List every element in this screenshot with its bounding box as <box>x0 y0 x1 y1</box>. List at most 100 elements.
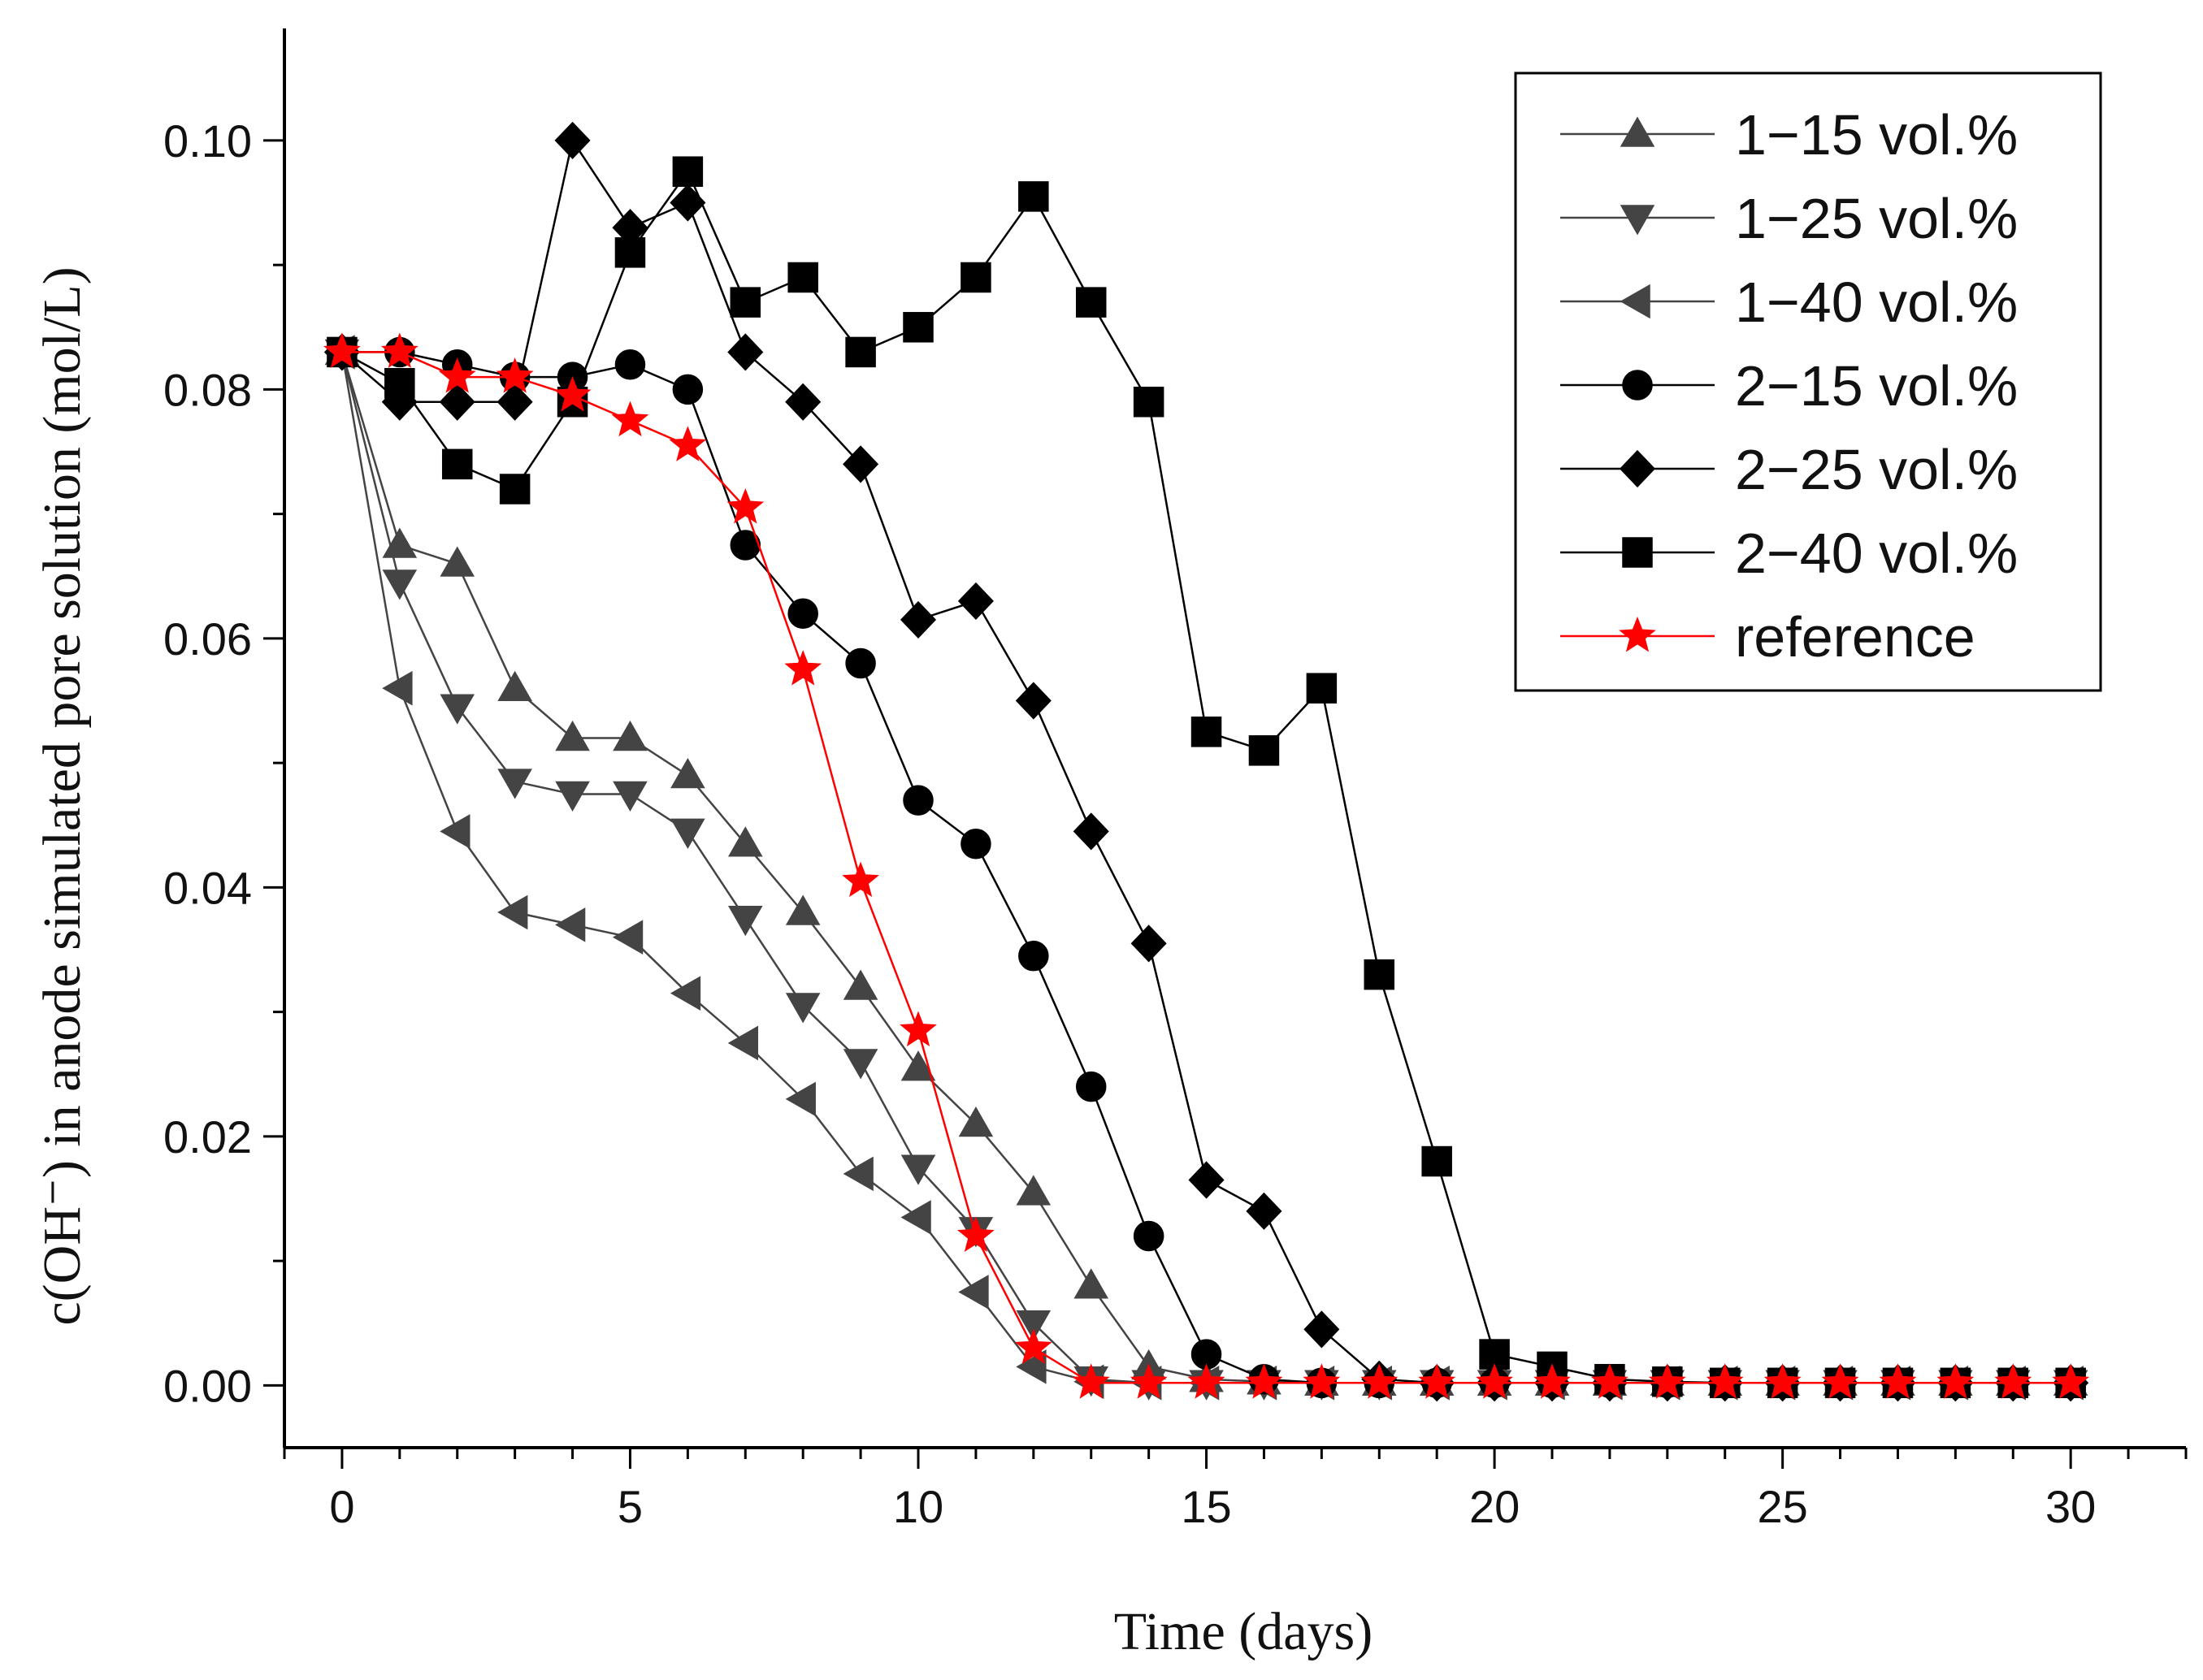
data-point <box>323 332 361 368</box>
data-point <box>1130 924 1167 963</box>
legend-marker <box>1622 370 1653 401</box>
data-point <box>611 401 649 437</box>
legend-entry: 1−15 vol.% <box>1560 103 2018 167</box>
data-point <box>440 694 475 725</box>
legend-entry: 1−25 vol.% <box>1560 187 2018 250</box>
legend-label: 2−25 vol.% <box>1735 438 2018 501</box>
data-point <box>1014 1328 1052 1364</box>
data-point <box>1994 1363 2032 1399</box>
x-tick-label: 30 <box>2045 1481 2096 1532</box>
legend-entry: 2−15 vol.% <box>1560 354 2018 418</box>
data-point <box>957 582 994 621</box>
x-tick-label: 10 <box>893 1481 943 1532</box>
x-axis-title: Time (days) <box>1114 1602 1373 1661</box>
legend-entry: reference <box>1560 605 1975 669</box>
data-point <box>497 383 533 421</box>
data-point <box>1130 1363 1168 1399</box>
axes: 0 5 10 15 20 25 30 0.00 0.02 0.04 0.06 0.08 0.10 <box>163 28 2188 1532</box>
legend-entry: 2−25 vol.% <box>1560 438 2018 501</box>
data-point <box>1303 1363 1341 1399</box>
data-point <box>555 720 590 751</box>
data-point <box>845 336 876 368</box>
data-point <box>497 769 532 799</box>
data-point <box>496 357 534 393</box>
data-point <box>843 969 878 1000</box>
data-point <box>670 184 706 222</box>
data-point <box>1306 673 1338 704</box>
data-point <box>1245 1363 1283 1399</box>
data-point <box>382 569 418 600</box>
x-tick-label: 20 <box>1469 1481 1520 1532</box>
data-point <box>499 474 531 504</box>
data-point <box>785 1081 816 1117</box>
data-point <box>1476 1363 1513 1399</box>
series-5 <box>323 121 2089 1402</box>
data-point <box>497 894 528 930</box>
data-point <box>1303 1310 1340 1349</box>
y-tick-label: 0.00 <box>163 1360 252 1411</box>
y-tick-label: 0.02 <box>163 1111 252 1163</box>
data-point <box>1133 1220 1164 1252</box>
data-point <box>438 357 476 393</box>
data-point <box>1648 1363 1686 1399</box>
data-point <box>1187 1363 1225 1399</box>
data-point <box>1821 1363 1859 1399</box>
data-point <box>1016 1175 1052 1206</box>
data-point <box>1936 1363 1975 1399</box>
data-point <box>440 546 475 577</box>
legend-box <box>1514 71 2102 692</box>
data-point <box>785 383 822 421</box>
data-point <box>726 487 765 524</box>
legend-marker <box>1620 284 1650 319</box>
data-point <box>900 1154 936 1185</box>
data-point <box>727 905 763 937</box>
data-point <box>727 333 764 371</box>
data-point <box>842 861 879 898</box>
data-point <box>1018 940 1049 972</box>
data-point <box>900 1050 936 1081</box>
data-point <box>612 920 644 955</box>
data-point <box>1073 812 1109 851</box>
data-point <box>669 426 707 461</box>
data-point <box>1706 1363 1744 1399</box>
legend-marker <box>1619 616 1656 652</box>
data-point <box>1072 1363 1110 1399</box>
data-point <box>2052 1363 2090 1399</box>
data-point <box>1190 717 1222 747</box>
series-7 <box>323 332 2090 1399</box>
legend-entry: 2−40 vol.% <box>1560 522 2018 585</box>
data-point <box>555 907 586 942</box>
legend-label: 1−25 vol.% <box>1735 187 2018 250</box>
data-point <box>787 262 818 293</box>
data-point <box>555 781 590 812</box>
data-point <box>1763 1363 1802 1399</box>
data-point <box>553 376 592 412</box>
data-point <box>961 829 991 859</box>
data-point <box>1533 1363 1571 1399</box>
data-point <box>900 1011 937 1047</box>
data-point <box>785 894 821 925</box>
data-point <box>1248 735 1280 766</box>
data-point <box>784 650 822 686</box>
x-tick-label: 5 <box>618 1481 643 1532</box>
x-tick-label: 0 <box>329 1481 354 1532</box>
data-point <box>670 976 701 1011</box>
legend-label: 2−15 vol.% <box>1735 354 2018 418</box>
data-point <box>785 993 821 1024</box>
data-point <box>1188 1161 1225 1199</box>
data-point <box>440 814 471 849</box>
legend-marker <box>1620 205 1655 236</box>
data-point <box>1016 1310 1052 1341</box>
x-tick-label: 15 <box>1181 1481 1231 1532</box>
data-point <box>1421 1145 1452 1177</box>
data-point <box>957 1216 995 1252</box>
data-point <box>1879 1363 1917 1399</box>
data-point <box>614 349 646 380</box>
data-point <box>670 818 705 849</box>
data-point <box>1075 1071 1107 1102</box>
legend-marker <box>1620 116 1655 147</box>
legend-label: 1−15 vol.% <box>1735 103 2018 167</box>
data-point <box>900 1200 931 1235</box>
data-point <box>382 670 413 706</box>
legend-marker <box>1622 537 1653 568</box>
